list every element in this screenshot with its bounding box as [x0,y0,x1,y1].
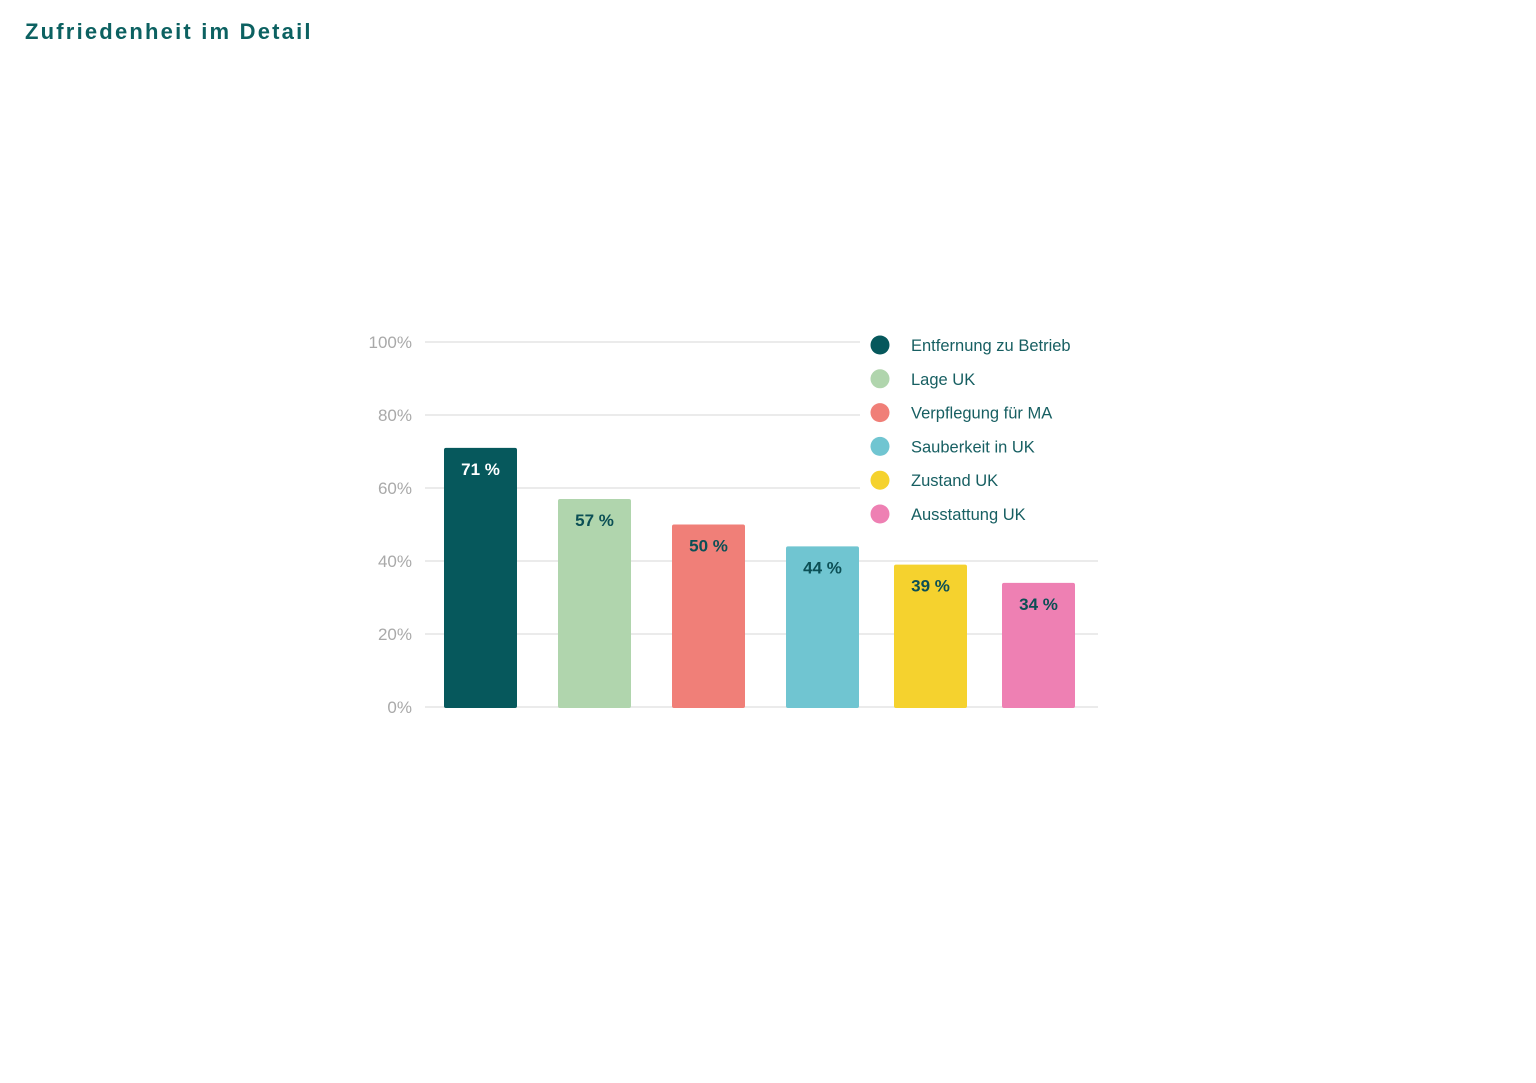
legend-label: Ausstattung UK [911,506,1026,524]
bar [444,447,517,708]
data-label: 34 % [1019,595,1058,614]
legend-marker [870,403,890,423]
bar [672,524,745,708]
chart-title: Zufriedenheit im Detail [25,19,313,44]
data-label: 39 % [911,577,950,596]
data-label: 71 % [461,460,500,479]
legend-marker [870,470,890,490]
legend-label: Verpflegung für MA [911,405,1052,423]
bar [1002,582,1075,708]
y-tick-label: 100% [369,333,412,352]
data-label: 57 % [575,511,614,530]
legend-marker [870,436,890,456]
legend-marker [870,369,890,389]
legend-marker [870,335,890,355]
bar [786,546,859,708]
legend-label: Sauberkeit in UK [911,438,1035,456]
legend-label: Lage UK [911,371,975,389]
y-tick-label: 20% [378,625,412,644]
legend-marker [870,504,890,524]
y-tick-label: 80% [378,406,412,425]
data-label: 50 % [689,537,728,556]
data-label: 44 % [803,558,842,577]
legend-label: Zustand UK [911,472,998,490]
bar [894,564,967,708]
y-tick-label: 0% [387,698,412,717]
y-tick-label: 60% [378,479,412,498]
y-tick-label: 40% [378,552,412,571]
bar [558,498,631,708]
legend-label: Entfernung zu Betrieb [911,337,1071,355]
